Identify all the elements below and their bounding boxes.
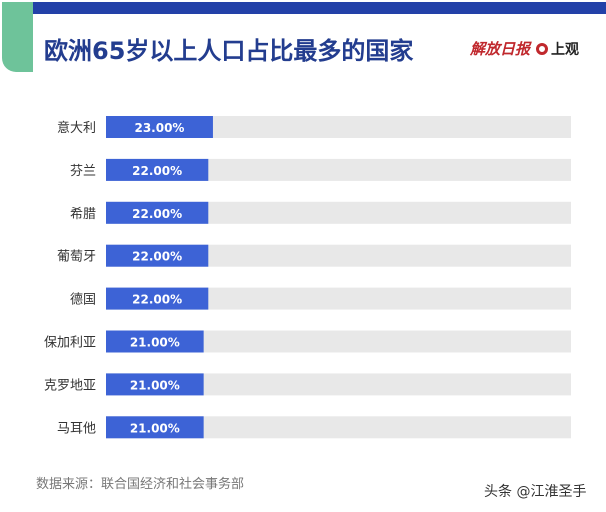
bar — [106, 158, 209, 181]
bar-track — [106, 244, 571, 267]
logo: 解放日报 上观 — [470, 38, 579, 59]
data-source: 数据来源：联合国经济和社会事务部 — [36, 477, 245, 492]
bar-track — [106, 201, 571, 224]
bar-track — [106, 373, 571, 396]
bar-track — [106, 287, 571, 310]
header-accent — [2, 2, 33, 72]
watermark: 头条 @江淮圣手 — [484, 484, 587, 500]
bar-track — [106, 416, 571, 439]
data-label: 21.00% — [130, 378, 180, 392]
data-label: 22.00% — [132, 164, 182, 178]
logo-paper: 解放日报 — [470, 40, 531, 58]
data-label: 21.00% — [130, 336, 180, 350]
bar-track — [106, 330, 571, 353]
data-label: 22.00% — [132, 207, 182, 221]
header-bar — [33, 2, 606, 14]
bar — [106, 373, 204, 396]
bar — [106, 416, 204, 439]
logo-brand-text: 上观 — [551, 41, 580, 58]
category-label: 德国 — [70, 293, 96, 308]
data-label: 22.00% — [132, 250, 182, 264]
bar — [106, 201, 209, 224]
category-label: 葡萄牙 — [57, 250, 96, 265]
bar — [106, 244, 209, 267]
category-label: 马耳他 — [57, 421, 96, 436]
logo-brand: 上观 — [536, 39, 579, 59]
chart-title: 欧洲65岁以上人口占比最多的国家 — [44, 37, 414, 65]
brand-ring-icon — [536, 42, 549, 55]
category-label: 克罗地亚 — [44, 378, 96, 393]
category-label: 保加利亚 — [44, 336, 96, 351]
bar — [106, 287, 209, 310]
bar-track — [106, 158, 571, 181]
bar — [106, 116, 213, 138]
data-label: 22.00% — [132, 293, 182, 307]
bar — [106, 330, 204, 353]
category-label: 意大利 — [57, 120, 96, 136]
category-label: 希腊 — [70, 207, 96, 222]
bar-track — [106, 116, 571, 138]
data-label: 23.00% — [134, 121, 184, 135]
data-label: 21.00% — [130, 421, 180, 435]
category-label: 芬兰 — [70, 164, 96, 179]
